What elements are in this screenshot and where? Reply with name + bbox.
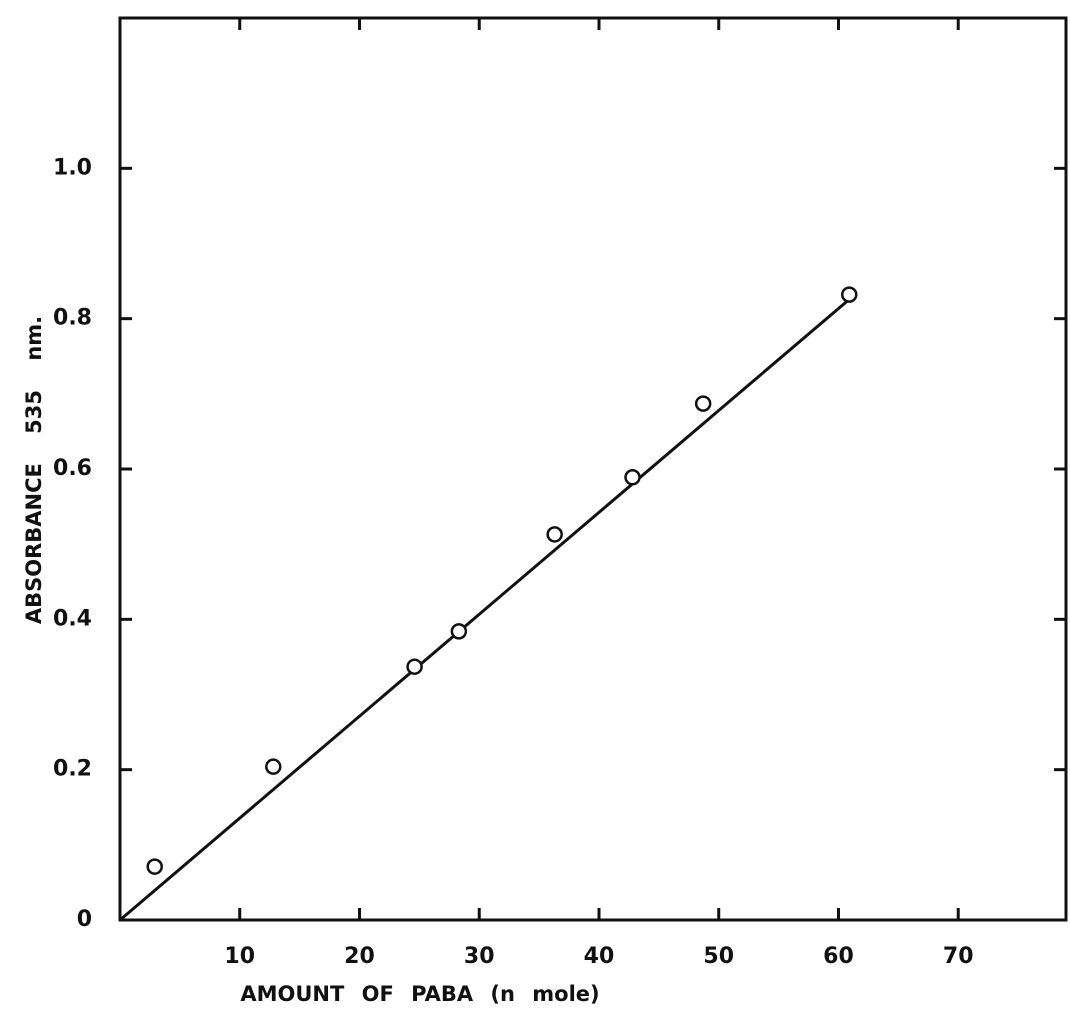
x-tick-label: 10: [224, 944, 255, 969]
x-tick-label: 60: [823, 944, 854, 969]
y-tick-label: 0.6: [53, 456, 92, 481]
y-axis-label: ABSORBANCE 535 nm.: [22, 316, 46, 624]
data-point: [408, 660, 422, 674]
x-tick-label: 70: [943, 944, 974, 969]
plot-frame: [120, 18, 1066, 920]
data-point: [626, 470, 640, 484]
y-tick-label: 0.8: [53, 306, 92, 331]
y-tick-label: 0: [77, 907, 92, 932]
data-point: [148, 860, 162, 874]
x-axis-label: AMOUNT OF PABA (n mole): [240, 982, 599, 1006]
data-point: [452, 624, 466, 638]
x-tick-label: 20: [344, 944, 375, 969]
fit-line: [120, 298, 850, 920]
x-tick-label: 30: [464, 944, 495, 969]
data-point: [266, 760, 280, 774]
data-point: [548, 527, 562, 541]
y-tick-label: 0.4: [53, 606, 92, 631]
chart: AMOUNT OF PABA (n mole) ABSORBANCE 535 n…: [0, 0, 1070, 1023]
y-tick-label: 0.2: [53, 757, 92, 782]
x-tick-label: 40: [584, 944, 615, 969]
x-tick-label: 50: [703, 944, 734, 969]
y-tick-label: 1.0: [53, 155, 92, 180]
data-point: [696, 397, 710, 411]
data-point: [842, 288, 856, 302]
